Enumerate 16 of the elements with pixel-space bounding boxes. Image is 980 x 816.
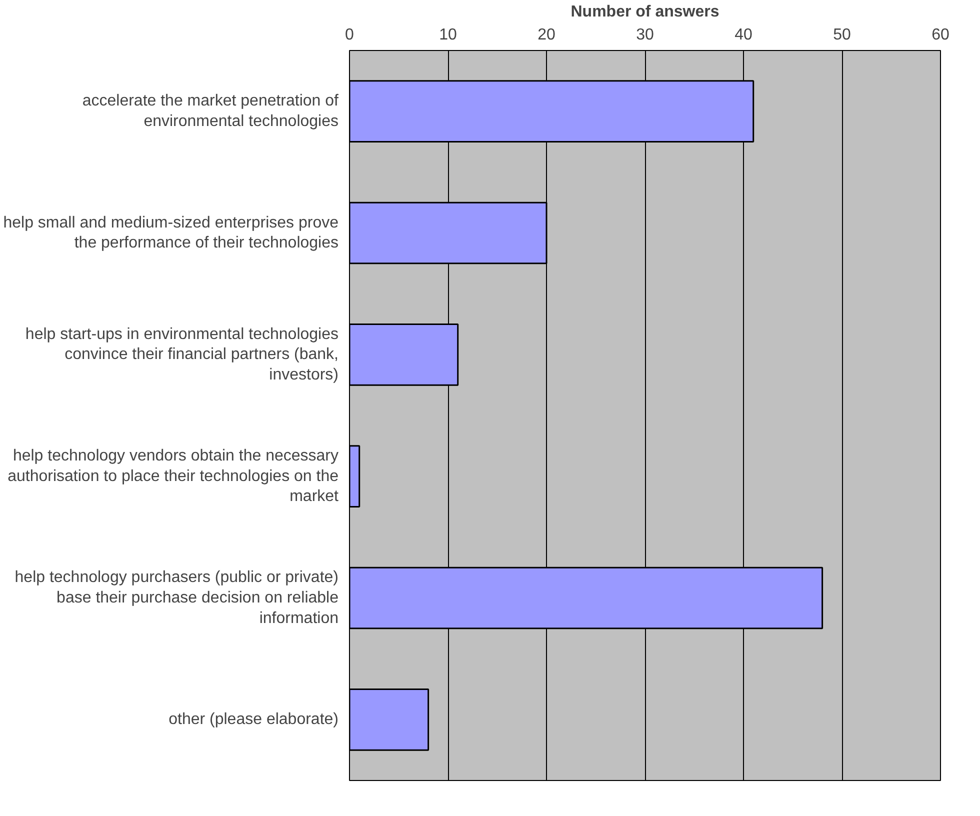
y-tick-label: help technology purchasers (public or private) base their purchase decision on reliable information xyxy=(14,569,339,627)
bar xyxy=(350,688,430,751)
y-tick-label: help small and medium-sized enterprises prove the performance of their technologies xyxy=(3,214,339,252)
x-tick-label: 0 xyxy=(345,26,354,44)
y-tick-label: help technology vendors obtain the necessary authorisation to place their technologies on the market xyxy=(8,447,340,506)
x-tick-label: 40 xyxy=(734,26,752,44)
x-tick-label: 10 xyxy=(439,26,457,44)
y-tick-label: help start-ups in environmental technologies convince their financial partners (bank, investors) xyxy=(25,326,339,384)
x-tick-label: 30 xyxy=(636,26,654,44)
y-tick-label: other (please elaborate) xyxy=(168,711,339,728)
x-tick-label: 60 xyxy=(932,26,950,44)
bar xyxy=(350,445,360,508)
x-tick-label: 20 xyxy=(538,26,556,44)
x-tick-label: 50 xyxy=(833,26,851,44)
x-axis-title: Number of answers xyxy=(570,4,720,20)
y-tick-label: accelerate the market penetration of environmental technologies xyxy=(82,92,340,130)
